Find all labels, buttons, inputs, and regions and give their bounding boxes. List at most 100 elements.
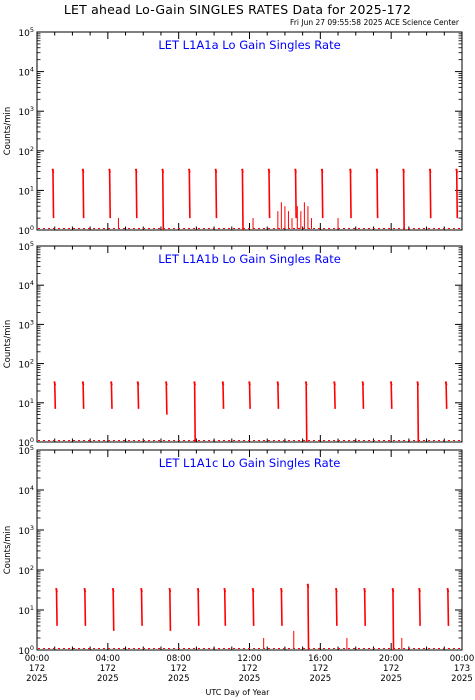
data-spike [112,588,115,631]
data-spike-top [361,381,365,386]
data-spike-top [428,168,432,173]
data-spike-top [187,168,191,173]
data-spike [333,381,336,409]
data-spike [277,381,280,409]
y-tick-label: 104 [18,279,34,292]
data-spike [252,588,255,626]
data-spike-top [320,168,324,173]
x-tick-day: 172 [171,664,187,674]
data-spike [445,381,448,409]
data-spike [165,381,168,415]
y-tick-label: 102 [18,358,34,371]
x-tick-day: 172 [29,664,45,674]
x-tick-year: 2025 [310,674,332,684]
chart-panel-2: 100 101 102 103 104 105 Counts/min LET L1A1b Lo… [3,240,463,449]
x-tick-time: 16:00 [308,654,333,664]
data-spike-top [304,381,308,386]
y-tick-label: 102 [18,145,34,158]
y-tick-label: 103 [18,105,34,118]
data-spike-top [418,588,421,593]
data-spike [215,168,218,219]
data-spike-top [455,168,459,173]
y-tick-label: 101 [18,397,34,410]
chart-panel-1: 100 101 102 103 104 105 Counts/min LET L1A1a Lo… [3,26,463,237]
data-spike [429,168,432,219]
data-spike [363,588,367,626]
data-spike-top [193,381,196,386]
data-spike [349,168,352,219]
panel-title: LET L1A1b Lo Gain Singles Rate [158,252,341,266]
data-spike [84,588,87,626]
data-spike [418,588,421,626]
x-tick-year: 2025 [97,674,119,684]
data-spike-top [81,381,85,386]
y-tick-label: 104 [18,66,34,79]
y-tick-label: 101 [18,604,34,617]
y-tick-label: 102 [18,564,34,577]
data-spike [248,381,251,409]
data-spike-top [111,588,115,593]
data-spike-top [214,168,218,173]
data-spike [52,168,55,219]
data-spike-top [241,168,244,173]
data-spike-top [51,168,55,173]
data-spike-top [349,168,352,173]
x-tick-year: 2025 [380,674,402,684]
data-spike [268,168,271,219]
page-title: LET ahead Lo-Gain SINGLES RATES Data for… [63,2,412,17]
data-spike [82,168,85,219]
data-spike-top [83,588,87,593]
data-spike [137,381,140,409]
data-spike [280,588,283,626]
data-spike [335,588,338,626]
data-spike-top [251,588,255,593]
data-spike-top [294,168,297,173]
data-spike [193,381,197,443]
data-spike-top [55,588,58,593]
data-spike [222,381,225,409]
data-spike-top [221,381,225,386]
data-spike [108,168,112,219]
data-spike-top [276,381,280,386]
plot-frame [36,31,463,231]
y-tick-label: 103 [18,318,34,331]
data-spike [402,168,405,231]
data-spike [169,588,172,631]
x-tick-day: 172 [241,664,257,674]
y-tick-label: 103 [18,524,34,537]
data-spike-top [108,168,111,173]
y-axis-label: Counts/min [3,526,13,575]
x-tick-time: 20:00 [379,654,404,664]
y-tick-label: 105 [18,444,34,457]
data-spike [307,583,310,651]
data-spike [362,381,365,409]
data-spike [455,168,459,219]
x-axis-label: UTC Day of Year [205,688,270,697]
x-tick-time: 08:00 [166,654,191,664]
data-spike [140,588,143,626]
data-spike [305,381,308,443]
x-tick-year: 2025 [239,674,261,684]
x-tick-day: 172 [100,664,116,674]
y-axis-label: Counts/min [3,107,13,156]
data-spike-top [444,381,448,386]
data-spike [53,381,57,409]
data-spike [390,381,393,409]
data-spike [188,168,191,219]
x-tick-time: 00:00 [25,654,50,664]
data-spike-top [402,168,405,173]
data-spike-top [280,588,283,593]
data-spike [294,168,297,219]
data-spike-top [389,381,393,386]
data-spike-top [81,168,85,173]
data-spike-top [363,588,366,593]
data-spike [376,168,379,219]
y-axis-label: Counts/min [3,320,13,369]
